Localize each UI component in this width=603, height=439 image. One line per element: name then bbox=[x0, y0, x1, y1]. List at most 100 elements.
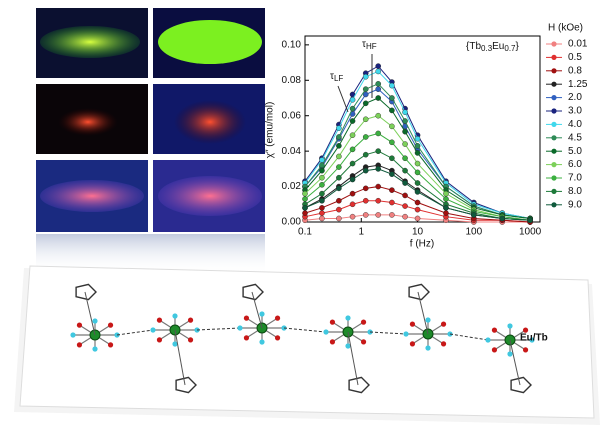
data-point bbox=[443, 190, 449, 197]
data-point bbox=[302, 205, 308, 211]
ring bbox=[175, 376, 197, 394]
data-point bbox=[414, 150, 421, 156]
data-point bbox=[375, 183, 382, 190]
y-axis-label: χ″ (emu/mol) bbox=[265, 102, 276, 159]
atom bbox=[425, 317, 431, 323]
data-point bbox=[414, 206, 421, 213]
x-tick-label: 1 bbox=[358, 227, 364, 238]
legend-label: 2.0 bbox=[568, 92, 582, 103]
data-point bbox=[414, 135, 421, 142]
data-point bbox=[336, 185, 342, 192]
photo-glow bbox=[58, 108, 118, 136]
annotation-text: Eu bbox=[492, 41, 504, 52]
data-point bbox=[389, 187, 395, 193]
annotation-subscript: HF bbox=[366, 42, 377, 51]
legend-label: 6.0 bbox=[568, 159, 582, 170]
data-point bbox=[389, 212, 395, 218]
atom bbox=[76, 342, 83, 348]
atom bbox=[440, 321, 447, 327]
legend-marker bbox=[551, 95, 557, 101]
x-tick-label: 0.1 bbox=[298, 227, 312, 238]
atom bbox=[323, 329, 329, 335]
y-tick-label: 0.08 bbox=[282, 75, 302, 86]
data-point bbox=[362, 167, 369, 174]
x-tick-label: 10 bbox=[412, 227, 424, 238]
ring bbox=[75, 283, 97, 301]
legend-marker bbox=[551, 121, 557, 127]
data-point bbox=[443, 196, 449, 202]
data-point bbox=[389, 139, 395, 146]
atom bbox=[507, 351, 513, 357]
data-point bbox=[362, 197, 369, 204]
data-point bbox=[336, 197, 342, 204]
bond bbox=[174, 329, 186, 386]
data-point bbox=[375, 95, 382, 101]
legend-label: 7.0 bbox=[568, 173, 582, 184]
atom bbox=[172, 313, 178, 319]
data-point bbox=[402, 141, 408, 147]
bond bbox=[417, 291, 429, 335]
annotation-text: τ bbox=[330, 71, 334, 82]
data-point bbox=[389, 95, 395, 101]
annotation: τHF bbox=[362, 39, 377, 51]
data-point bbox=[414, 169, 421, 176]
annotation-subscript: LF bbox=[334, 74, 343, 83]
data-point bbox=[302, 210, 308, 216]
atom bbox=[92, 346, 98, 352]
atom bbox=[345, 315, 351, 321]
annotation-text: τ bbox=[362, 39, 366, 50]
data-point bbox=[527, 217, 533, 224]
data-point bbox=[414, 189, 421, 195]
ring bbox=[348, 376, 370, 394]
atom bbox=[243, 315, 250, 321]
atom bbox=[409, 321, 416, 327]
data-point bbox=[362, 86, 369, 92]
legend-title: H (kOe) bbox=[548, 23, 583, 34]
data-point bbox=[349, 105, 356, 112]
data-point bbox=[375, 130, 382, 137]
data-point bbox=[414, 143, 421, 149]
annotation-subscript: 0.7 bbox=[504, 44, 516, 53]
ring bbox=[242, 283, 264, 301]
atom bbox=[243, 335, 250, 341]
structure-panel: Eu/Tb bbox=[14, 265, 600, 425]
data-point bbox=[402, 128, 408, 135]
annotation-subscript: 0.3 bbox=[481, 44, 493, 53]
legend-label: 4.0 bbox=[568, 119, 582, 130]
atom bbox=[507, 323, 513, 329]
legend-marker bbox=[551, 54, 557, 61]
data-point bbox=[443, 205, 449, 211]
bridge bbox=[196, 327, 241, 331]
legend-label: 9.0 bbox=[568, 199, 582, 210]
atom bbox=[440, 341, 447, 347]
annotation: {Tb0.3Eu0.7} bbox=[466, 41, 520, 53]
data-point bbox=[362, 151, 369, 158]
data-point bbox=[389, 155, 395, 162]
bridge bbox=[116, 329, 154, 336]
data-point bbox=[362, 212, 369, 218]
photo-glow bbox=[40, 180, 144, 212]
legend-label: 0.5 bbox=[568, 52, 582, 63]
y-tick-label: 0.02 bbox=[282, 181, 302, 192]
x-tick-label: 100 bbox=[465, 227, 482, 238]
atom bbox=[92, 318, 98, 324]
data-point bbox=[349, 132, 356, 138]
annotation-arrow bbox=[337, 85, 349, 113]
data-point bbox=[349, 213, 356, 220]
chart: χ″ (emu/mol) f (Hz) H (kOe) 0.00 0.02 0.04… bbox=[265, 23, 588, 250]
data-point bbox=[402, 155, 408, 162]
data-point bbox=[336, 153, 342, 160]
data-point bbox=[336, 164, 342, 170]
legend-label: 1.25 bbox=[568, 79, 588, 90]
structure-label: Eu/Tb bbox=[520, 333, 548, 344]
photo-glow bbox=[158, 20, 262, 64]
data-point bbox=[319, 210, 325, 216]
atom bbox=[403, 331, 409, 337]
atom bbox=[107, 342, 114, 348]
data-point bbox=[414, 199, 421, 206]
atom bbox=[237, 325, 243, 331]
ring bbox=[510, 376, 532, 394]
atom bbox=[522, 347, 529, 353]
legend-label: 0.01 bbox=[568, 39, 588, 50]
data-point bbox=[319, 167, 325, 174]
